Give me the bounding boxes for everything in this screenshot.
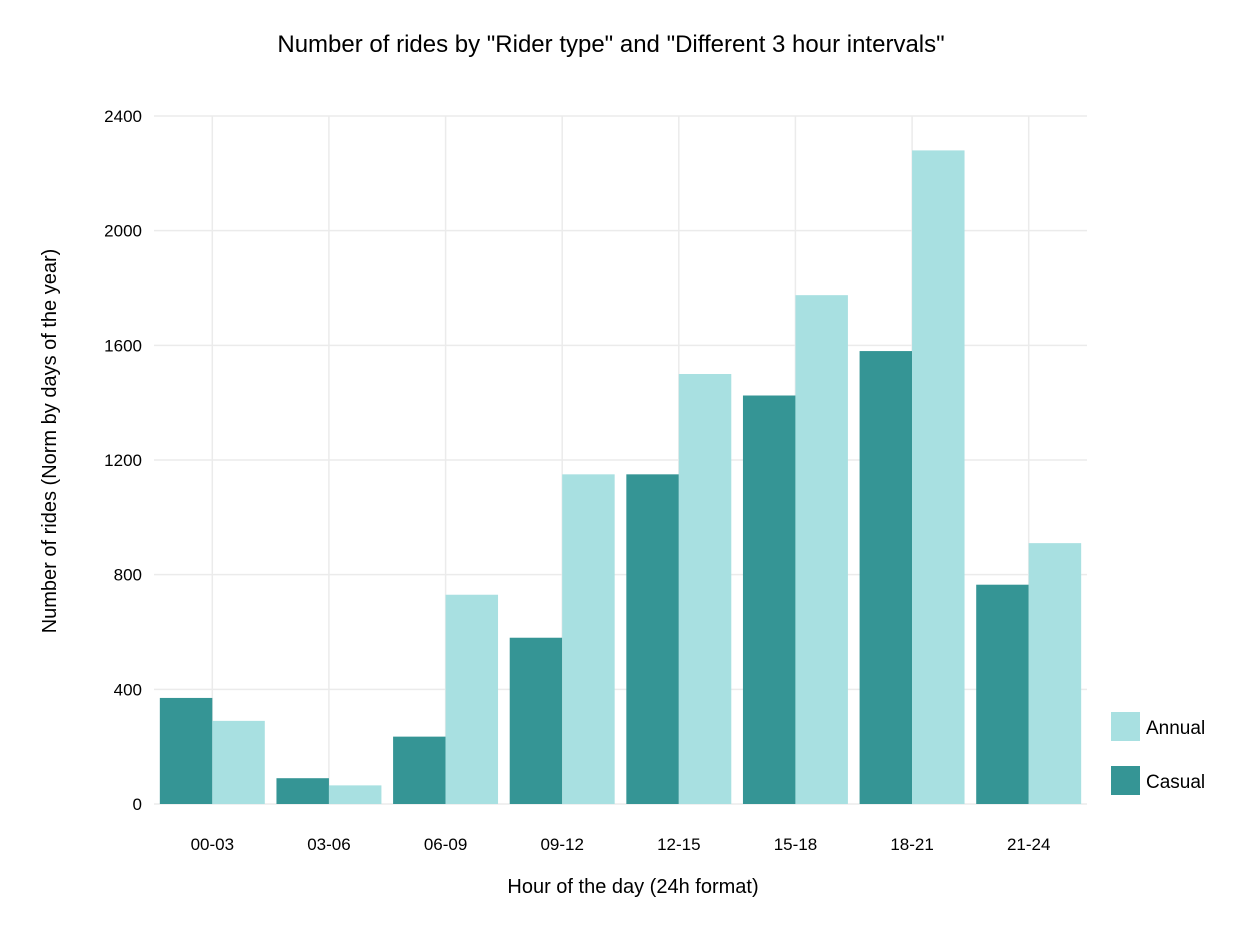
x-tick-label: 21-24: [1007, 835, 1050, 854]
bar-casual-18-21: [859, 351, 913, 804]
bar-annual-15-18: [795, 295, 848, 804]
legend-swatch-casual: [1111, 766, 1140, 795]
bar-annual-09-12: [562, 474, 615, 804]
legend-swatch-annual: [1111, 712, 1140, 741]
bar-casual-00-03: [159, 697, 213, 804]
y-axis-ticks: 0 400 800 1200 1600 2000 2400: [104, 107, 142, 814]
x-tick-label: 06-09: [424, 835, 467, 854]
x-tick-label: 09-12: [540, 835, 583, 854]
x-tick-label: 15-18: [774, 835, 817, 854]
x-tick-label: 00-03: [191, 835, 234, 854]
y-tick-label: 2400: [104, 107, 142, 126]
bar-annual-00-03: [212, 720, 265, 804]
bar-annual-03-06: [328, 785, 382, 804]
x-tick-label: 03-06: [307, 835, 350, 854]
bar-annual-21-24: [1028, 543, 1082, 804]
y-tick-label: 1200: [104, 451, 142, 470]
x-axis-ticks: 00-03 03-06 06-09 09-12 12-15 15-18 18-21 21-24: [191, 835, 1051, 854]
bars: [159, 150, 1082, 804]
legend-label-casual: Casual: [1146, 772, 1205, 793]
y-tick-label: 800: [114, 566, 142, 585]
bar-annual-12-15: [678, 374, 732, 804]
y-tick-label: 1600: [104, 336, 142, 355]
legend-label-annual: Annual: [1146, 718, 1205, 739]
bar-annual-18-21: [912, 150, 965, 804]
bar-casual-21-24: [976, 584, 1029, 804]
chart-title: Number of rides by "Rider type" and "Dif…: [277, 31, 944, 58]
bar-casual-09-12: [509, 637, 563, 804]
x-tick-label: 18-21: [890, 835, 933, 854]
y-tick-label: 400: [114, 680, 142, 699]
x-tick-label: 12-15: [657, 835, 700, 854]
x-axis-title: Hour of the day (24h format): [507, 876, 758, 898]
y-axis-title: Number of rides (Norm by days of the yea…: [39, 249, 61, 634]
bar-casual-03-06: [276, 778, 329, 804]
y-tick-label: 2000: [104, 222, 142, 241]
bar-casual-15-18: [742, 395, 796, 804]
bar-casual-12-15: [626, 474, 679, 804]
bar-casual-06-09: [393, 736, 446, 804]
y-tick-label: 0: [133, 795, 142, 814]
legend: Annual Casual: [1111, 712, 1205, 795]
bar-annual-06-09: [445, 594, 499, 804]
